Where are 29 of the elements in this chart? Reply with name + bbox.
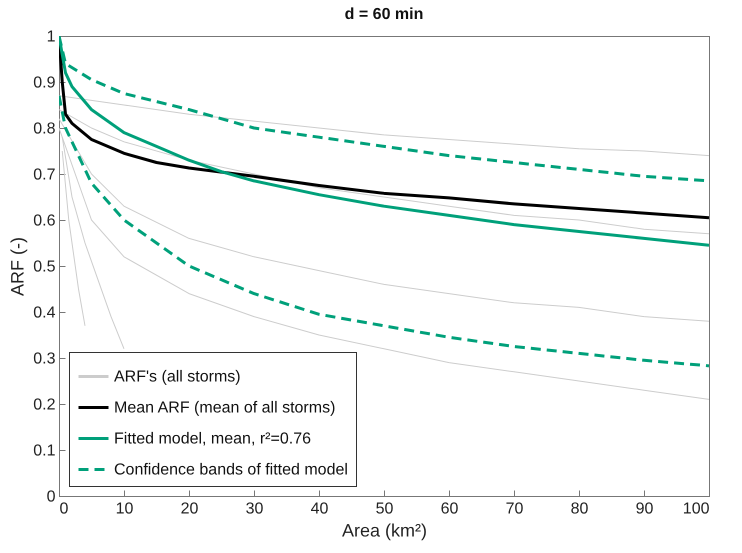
legend-label: Mean ARF (mean of all storms) (114, 400, 336, 416)
x-tick-label: 90 (636, 500, 654, 518)
x-tick-label: 50 (376, 500, 394, 518)
x-tick-label: 0 (60, 500, 68, 518)
y-tick-label: 0.7 (33, 166, 56, 184)
y-tick-label: 0.1 (33, 442, 56, 460)
y-tick-label: 0.3 (33, 350, 56, 368)
y-tick-label: 0.2 (33, 396, 56, 414)
y-tick-label: 0.9 (33, 74, 56, 92)
x-tick-label: 100 (682, 500, 710, 518)
x-tick-label: 60 (440, 500, 458, 518)
y-tick-label: 1 (46, 28, 56, 46)
legend-label: ARF's (all storms) (114, 368, 241, 386)
y-tick-label: 0.4 (33, 304, 56, 322)
x-tick-label: 80 (570, 500, 588, 518)
chart-title: d = 60 min (344, 6, 424, 23)
x-tick-label: 30 (246, 500, 264, 518)
x-axis-title: Area (km²) (342, 520, 427, 540)
y-tick-label: 0.6 (33, 212, 56, 230)
x-tick-label: 70 (506, 500, 524, 518)
x-tick-label: 20 (180, 500, 198, 518)
y-tick-label: 0.8 (33, 120, 56, 138)
legend-label: Fitted model, mean, r²=0.76 (114, 430, 312, 448)
y-tick-label: 0 (46, 488, 56, 506)
x-tick-label: 10 (116, 500, 134, 518)
legend-label: Confidence bands of fitted model (114, 462, 348, 478)
y-tick-label: 0.5 (33, 258, 56, 276)
y-axis-title: ARF (-) (7, 237, 28, 296)
x-tick-label: 40 (310, 500, 328, 518)
